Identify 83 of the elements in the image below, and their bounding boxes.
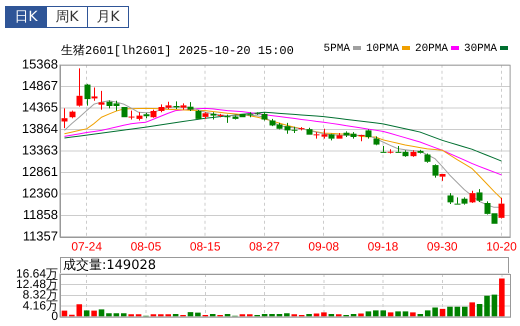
bar	[447, 306, 453, 316]
y-tick-label: 15368	[22, 56, 58, 72]
period-tab[interactable]: 日K	[6, 7, 46, 27]
x-tick-label: 09-08	[308, 240, 340, 254]
legend-label: 10PMA	[366, 43, 400, 55]
chart-title: 成交量:149028	[60, 257, 509, 273]
candlestick	[128, 110, 134, 120]
bar	[76, 304, 82, 316]
x-tick-label: 10-20	[486, 240, 518, 254]
y-tick-label: 13864	[22, 120, 58, 136]
x-tick-label: 09-30	[426, 240, 458, 254]
candlestick	[418, 149, 424, 153]
bar	[366, 311, 372, 316]
bar	[172, 314, 178, 316]
bar	[410, 312, 416, 316]
period-tab[interactable]: 周K	[46, 7, 87, 27]
x-tick-label: 08-05	[130, 240, 162, 254]
candlestick	[76, 68, 82, 108]
y-tick-label: 13363	[22, 142, 58, 158]
x-tick-label: 09-18	[368, 240, 399, 254]
bar	[440, 308, 446, 316]
y-tick-label: 14867	[22, 78, 58, 93]
candlestick	[440, 174, 446, 182]
bar	[328, 314, 334, 316]
bar	[462, 306, 468, 316]
x-tick-label: 08-15	[190, 240, 221, 254]
bar	[358, 313, 364, 316]
candlestick	[410, 150, 416, 156]
y-tick-label: 11858	[22, 207, 58, 222]
candlestick	[448, 192, 454, 204]
candlestick	[336, 132, 342, 139]
legend-label: 20PMA	[414, 43, 449, 55]
candlestick	[136, 112, 142, 122]
candlestick	[424, 153, 430, 164]
candlestick	[328, 134, 334, 141]
candlestick	[454, 196, 460, 205]
bar	[350, 314, 356, 316]
y-tick-label: 14365	[22, 99, 58, 114]
candlestick	[70, 110, 76, 119]
bar	[284, 313, 290, 316]
candlestick	[380, 145, 386, 153]
bar	[210, 314, 216, 316]
candlestick	[432, 165, 438, 178]
candlestick	[374, 136, 380, 145]
bar	[380, 310, 386, 316]
candlestick	[174, 100, 180, 110]
bar	[306, 314, 312, 316]
candlestick	[498, 198, 504, 218]
candlestick	[62, 108, 68, 129]
bar	[424, 310, 430, 316]
candlestick	[298, 126, 304, 131]
candlestick	[188, 102, 194, 112]
candlestick	[210, 112, 216, 120]
bar	[120, 313, 127, 316]
x-tick-label: 08-27	[249, 240, 280, 254]
period-tab[interactable]: 月K	[87, 7, 128, 27]
x-tick-label: 07-24	[71, 240, 102, 254]
candlestick	[366, 128, 372, 140]
candlestick	[150, 109, 156, 118]
candlestick	[202, 112, 208, 120]
bar	[62, 310, 68, 316]
y-tick-label: 16.64万	[16, 266, 58, 280]
bar	[373, 310, 379, 316]
y-tick-label: 12861	[22, 164, 58, 180]
y-tick-label: 11357	[22, 228, 58, 244]
candlestick	[358, 134, 364, 142]
bar	[469, 302, 475, 316]
legend-label: 30PMA	[464, 43, 498, 55]
y-tick-label: 12360	[22, 186, 58, 201]
bar	[432, 308, 438, 316]
bar	[84, 310, 90, 316]
candlestick	[476, 188, 482, 203]
bar	[454, 306, 460, 316]
candlestick	[224, 114, 230, 124]
bar	[418, 314, 424, 316]
legend-label: 5PMA	[324, 43, 351, 55]
candlestick	[92, 87, 98, 102]
bar	[114, 313, 120, 316]
bar	[91, 310, 97, 316]
chart-title: 生猪2601[lh2601] 2025-10-20 15:00	[61, 43, 294, 59]
bar	[388, 312, 394, 316]
bar	[499, 278, 505, 316]
candlestick	[196, 109, 202, 119]
